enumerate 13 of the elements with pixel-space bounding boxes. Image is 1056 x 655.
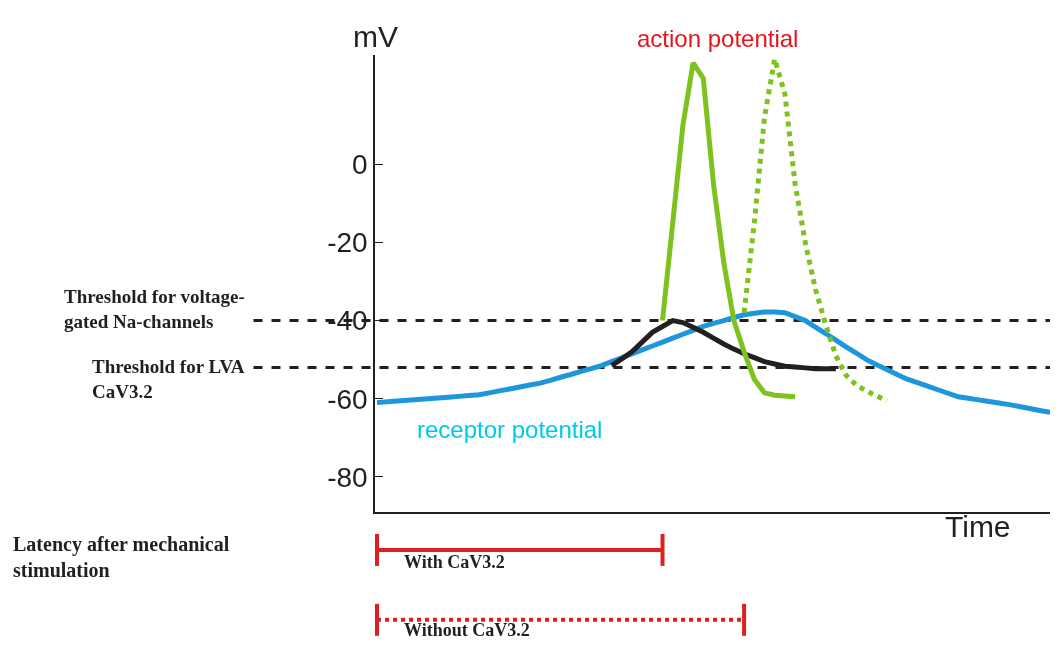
text: Without CaV3.2 bbox=[404, 620, 530, 640]
y-tick-label: -60 bbox=[327, 383, 368, 415]
text: With CaV3.2 bbox=[404, 552, 505, 572]
text: Latency after mechanical stimulation bbox=[13, 533, 230, 581]
y-tick-label: -80 bbox=[327, 461, 368, 493]
annotation: receptor potential bbox=[417, 416, 603, 443]
y-tick-label: 0 bbox=[352, 149, 368, 181]
ref-line-label: Threshold for voltage-gated Na-channels bbox=[64, 286, 245, 332]
annotation: Time bbox=[945, 510, 1011, 543]
ref-line-label: Threshold for LVA CaV3.2 bbox=[92, 356, 245, 402]
y-tick-label: -20 bbox=[327, 227, 368, 259]
text: action potential bbox=[637, 25, 799, 52]
y-axis-title: mV bbox=[353, 20, 398, 53]
